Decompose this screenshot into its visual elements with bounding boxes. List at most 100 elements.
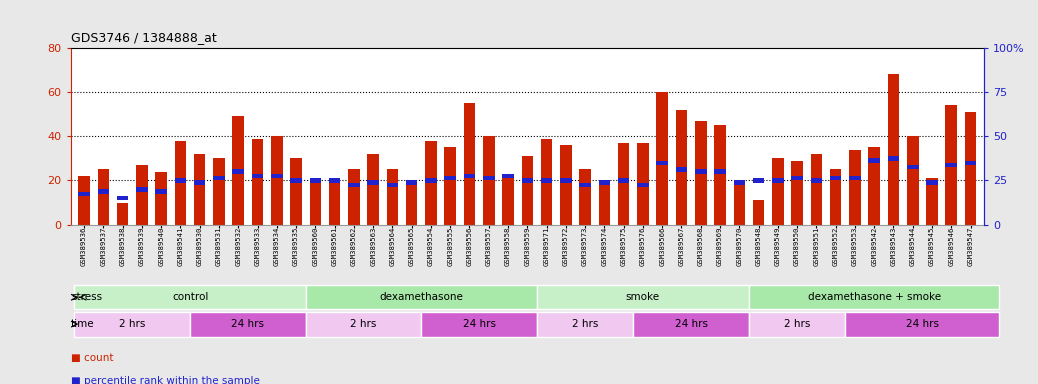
Bar [348,169,359,225]
Text: GSM389541: GSM389541 [177,227,184,266]
Bar [271,174,282,178]
Text: ■ percentile rank within the sample: ■ percentile rank within the sample [71,376,260,384]
Bar [426,141,437,225]
Bar [386,183,399,187]
Bar [174,141,186,225]
Text: GSM389532: GSM389532 [236,227,241,266]
Text: ■ count: ■ count [71,353,113,363]
Text: GSM389560: GSM389560 [312,227,319,266]
Bar [695,169,707,174]
Text: GSM389543: GSM389543 [891,227,897,266]
Bar [772,158,784,225]
Bar [426,178,437,183]
Text: GSM389542: GSM389542 [871,227,877,266]
Bar [483,136,494,225]
Bar [444,147,456,225]
Bar [561,145,572,225]
Bar [714,169,726,174]
Bar [907,136,919,225]
Bar [464,103,475,225]
Bar [749,312,845,336]
Text: GSM389551: GSM389551 [814,227,819,266]
Bar [271,136,282,225]
Bar [753,178,764,183]
Bar [386,169,399,225]
Bar [656,161,668,165]
Bar [849,176,861,180]
Text: GSM389561: GSM389561 [331,227,337,266]
Bar [926,178,937,225]
Bar [291,178,302,183]
Bar [676,167,687,172]
Bar [136,187,147,192]
Bar [305,285,537,309]
Bar [309,178,321,183]
Text: GSM389572: GSM389572 [563,227,569,266]
Bar [406,180,417,185]
Text: 2 hrs: 2 hrs [119,319,145,329]
Text: 24 hrs: 24 hrs [675,319,708,329]
Bar [637,183,649,187]
Bar [444,176,456,180]
Bar [887,74,899,225]
Bar [907,165,919,169]
Bar [845,312,1000,336]
Text: GSM389563: GSM389563 [371,227,376,266]
Text: GSM389571: GSM389571 [544,227,549,266]
Bar [194,180,206,185]
Bar [829,169,842,225]
Bar [537,312,633,336]
Bar [599,180,610,185]
Bar [579,169,591,225]
Text: GSM389533: GSM389533 [254,227,261,266]
Bar [887,156,899,161]
Bar [348,183,359,187]
Text: GSM389567: GSM389567 [679,227,684,266]
Bar [136,165,147,225]
Text: GSM389544: GSM389544 [909,227,916,266]
Bar [156,189,167,194]
Text: 24 hrs: 24 hrs [231,319,265,329]
Text: GSM389530: GSM389530 [196,227,202,266]
Bar [541,139,552,225]
Bar [734,183,745,225]
Text: GSM389570: GSM389570 [736,227,742,266]
Bar [421,312,537,336]
Bar [637,143,649,225]
Text: GSM389574: GSM389574 [601,227,607,266]
Bar [329,178,340,183]
Bar [233,169,244,174]
Text: GSM389534: GSM389534 [274,227,280,266]
Text: GSM389553: GSM389553 [852,227,858,266]
Bar [791,176,802,180]
Bar [869,147,880,225]
Text: stress: stress [71,292,102,302]
Text: GSM389573: GSM389573 [582,227,589,266]
Text: GSM389565: GSM389565 [409,227,414,266]
Bar [734,180,745,185]
Bar [599,180,610,225]
Bar [117,196,129,200]
Bar [78,176,90,225]
Bar [194,154,206,225]
Text: GSM389538: GSM389538 [119,227,126,266]
Text: GSM389552: GSM389552 [832,227,839,266]
Bar [541,178,552,183]
Bar [811,154,822,225]
Text: GSM389540: GSM389540 [158,227,164,266]
Bar [98,169,109,225]
Text: GSM389548: GSM389548 [756,227,762,266]
Text: dexamethasone: dexamethasone [379,292,463,302]
Bar [367,180,379,185]
Bar [98,189,109,194]
Bar [367,154,379,225]
Bar [75,312,190,336]
Text: GSM389562: GSM389562 [351,227,357,266]
Text: GSM389531: GSM389531 [216,227,222,266]
Bar [829,176,842,180]
Text: GSM389550: GSM389550 [794,227,800,266]
Bar [213,158,225,225]
Text: GSM389569: GSM389569 [717,227,723,266]
Text: GSM389556: GSM389556 [466,227,472,266]
Bar [190,312,305,336]
